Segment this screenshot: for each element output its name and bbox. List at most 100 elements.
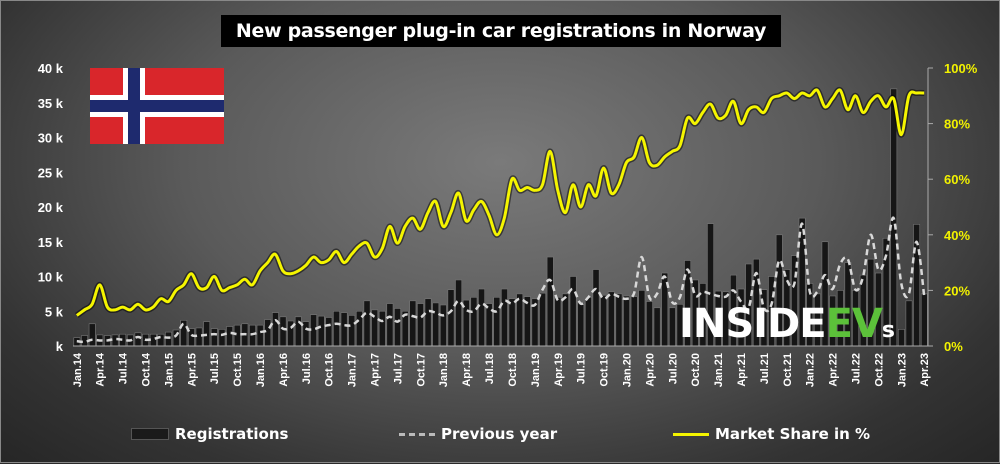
x-tick-label: Apr.21 xyxy=(736,353,748,387)
x-tick-label: Jul.16 xyxy=(301,353,313,384)
x-tick-label: Oct.22 xyxy=(873,353,885,387)
registration-bar xyxy=(363,300,371,347)
registration-bar xyxy=(325,317,333,347)
registration-bar xyxy=(455,279,463,347)
x-tick-label: Jan.21 xyxy=(713,353,725,387)
registration-bar xyxy=(592,269,600,347)
right-tick-label: 100% xyxy=(944,61,978,76)
registration-bar xyxy=(394,308,401,347)
registration-bar xyxy=(88,323,96,347)
registration-bar xyxy=(333,310,340,347)
registration-bar xyxy=(386,303,394,347)
x-tick-label: Jul.19 xyxy=(576,353,588,384)
registration-bar xyxy=(584,297,592,347)
previous-year-line xyxy=(76,216,926,344)
registration-bar xyxy=(508,298,516,347)
registration-bar xyxy=(432,302,440,347)
registration-bar xyxy=(577,301,585,347)
x-tick-label: Apr.14 xyxy=(95,352,107,387)
registration-bar xyxy=(897,329,905,347)
registration-bar xyxy=(134,332,142,347)
left-tick-label: k xyxy=(56,339,64,354)
x-tick-label: Jul.14 xyxy=(118,352,130,384)
registration-bar xyxy=(317,315,325,347)
registration-bar xyxy=(271,312,279,347)
x-tick-label: Jan.19 xyxy=(530,353,542,387)
x-tick-label: Apr.23 xyxy=(919,353,931,387)
registration-bar xyxy=(165,331,172,347)
registration-bar xyxy=(554,297,562,347)
left-tick-label: 40 k xyxy=(38,61,64,76)
registration-bar xyxy=(439,304,447,347)
registration-bar xyxy=(653,307,661,347)
registration-bar xyxy=(210,328,218,347)
norway-flag xyxy=(90,68,224,144)
x-tick-label: Apr.17 xyxy=(370,353,382,387)
left-tick-label: 15 k xyxy=(38,235,64,250)
x-tick-label: Jan.14 xyxy=(72,352,84,387)
registration-bar xyxy=(218,329,226,347)
registration-bar xyxy=(401,310,409,347)
x-tick-label: Jan.22 xyxy=(805,353,817,387)
x-tick-label: Oct.14 xyxy=(141,352,153,387)
registration-bar xyxy=(668,307,676,347)
chart-title: New passenger plug-in car registrations … xyxy=(221,15,781,47)
registration-bar xyxy=(920,293,928,347)
x-tick-label: Apr.20 xyxy=(644,353,656,387)
left-tick-label: 30 k xyxy=(38,131,64,146)
x-tick-label: Jul.22 xyxy=(850,353,862,384)
legend-market-share: Market Share in % xyxy=(673,425,870,443)
legend-previous-year: Previous year xyxy=(399,425,557,443)
registration-bar xyxy=(500,288,508,347)
x-tick-label: Jul.17 xyxy=(392,353,404,384)
x-tick-label: Jan.17 xyxy=(347,353,359,387)
x-tick-label: Apr.18 xyxy=(461,353,473,387)
registration-bar xyxy=(409,300,417,347)
right-tick-label: 20% xyxy=(944,283,970,298)
registration-bar xyxy=(417,303,424,347)
right-tick-label: 60% xyxy=(944,172,970,187)
x-tick-label: Oct.19 xyxy=(599,353,611,387)
registration-bar xyxy=(646,301,653,347)
right-tick-label: 0% xyxy=(944,339,963,354)
registration-bar xyxy=(256,324,264,347)
x-tick-label: Oct.18 xyxy=(507,353,519,387)
registration-bar xyxy=(905,300,913,347)
registration-bar xyxy=(348,315,356,347)
registration-bar xyxy=(623,295,630,347)
registration-bar xyxy=(294,316,302,347)
registration-bar xyxy=(546,256,554,347)
registration-bar xyxy=(470,297,478,347)
x-tick-label: Apr.15 xyxy=(186,353,198,387)
legend-registrations: Registrations xyxy=(131,425,288,443)
registration-bar xyxy=(562,293,569,347)
registration-bar xyxy=(600,294,608,347)
legend-swatch-bar xyxy=(131,428,169,440)
registration-bar xyxy=(485,303,493,347)
legend-swatch-dashed xyxy=(399,432,435,436)
legend-label: Registrations xyxy=(175,425,289,443)
registration-bar xyxy=(264,319,272,347)
x-tick-label: Jan.15 xyxy=(163,353,175,387)
x-tick-label: Apr.19 xyxy=(553,353,565,387)
x-tick-label: Jul.21 xyxy=(759,353,771,384)
left-tick-label: 20 k xyxy=(38,200,64,215)
legend-label: Market Share in % xyxy=(715,425,871,443)
x-tick-label: Jan.20 xyxy=(621,353,633,387)
left-tick-label: 25 k xyxy=(38,165,64,180)
x-tick-label: Oct.21 xyxy=(782,353,794,387)
registration-bar xyxy=(913,224,921,347)
registration-bar xyxy=(539,292,547,347)
right-tick-label: 80% xyxy=(944,117,970,132)
left-tick-label: 5 k xyxy=(45,304,64,319)
insideevs-logo: INSIDEEVs xyxy=(679,301,895,347)
x-tick-label: Jul.15 xyxy=(209,353,221,384)
registration-bar xyxy=(424,298,432,347)
x-tick-label: Jan.18 xyxy=(438,353,450,387)
x-tick-label: Apr.16 xyxy=(278,353,290,387)
registration-bar xyxy=(607,291,615,347)
x-tick-label: Oct.16 xyxy=(324,353,336,387)
registration-bar xyxy=(638,290,646,347)
